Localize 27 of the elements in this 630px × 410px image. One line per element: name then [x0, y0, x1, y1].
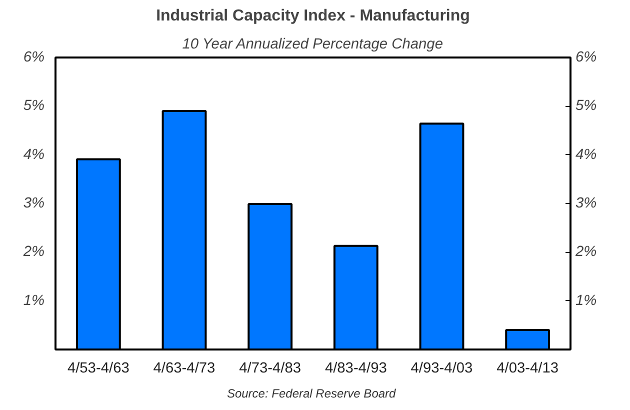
y2-tick-label: 6% [576, 50, 597, 66]
y2-tick-label: 2% [574, 244, 597, 260]
bar [333, 244, 378, 350]
y-tick-label: 3% [23, 196, 45, 212]
y-tick-label: 5% [23, 98, 45, 114]
x-tick-label: 4/03-4/13 [496, 360, 559, 376]
bar [419, 122, 464, 350]
y2-tick-label: 4% [576, 146, 597, 163]
x-tick-label: 4/53-4/63 [67, 360, 130, 376]
bar [248, 202, 293, 350]
y-tick-label: 1% [23, 292, 45, 309]
bar [162, 110, 207, 350]
bar [76, 158, 121, 350]
y-tick-label: 2% [22, 244, 45, 260]
x-tick-label: 4/83-4/93 [324, 360, 387, 376]
x-tick-label: 4/93-4/03 [410, 360, 473, 376]
y-tick-label: 4% [23, 146, 45, 163]
y2-tick-label: 5% [576, 98, 597, 114]
x-tick-label: 4/73-4/83 [239, 360, 302, 376]
x-tick-label: 4/63-4/73 [153, 360, 216, 376]
y-tick-label: 6% [23, 50, 45, 66]
bar [505, 329, 550, 350]
chart-title: Industrial Capacity Index - Manufacturing [156, 8, 470, 24]
y2-tick-label: 3% [576, 196, 597, 212]
source-note: Source: Federal Reserve Board [226, 386, 396, 400]
chart-subtitle: 10 Year Annualized Percentage Change [182, 36, 443, 52]
y2-tick-label: 1% [576, 292, 597, 309]
